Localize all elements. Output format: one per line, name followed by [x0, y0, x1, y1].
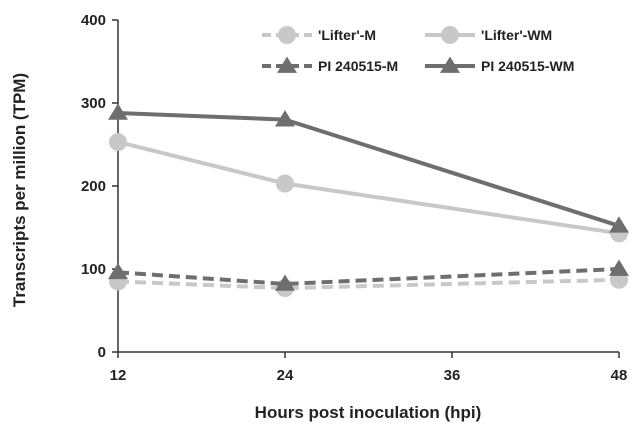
- legend-item: PI 240515-WM: [425, 56, 574, 74]
- legend-item: 'Lifter'-M: [262, 26, 376, 44]
- legend-label: PI 240515-WM: [481, 58, 574, 74]
- data-point: [108, 262, 128, 280]
- y-ticks: 0 100 200 300 400: [81, 12, 118, 361]
- data-point: [275, 110, 295, 127]
- series-layer: [108, 103, 629, 298]
- series-1: [109, 133, 628, 243]
- legend-swatch-marker: [441, 26, 459, 44]
- y-tick-label: 300: [81, 95, 106, 112]
- series-3: [108, 103, 629, 233]
- legend-label: 'Lifter'-WM: [481, 27, 552, 43]
- y-tick-label: 100: [81, 261, 106, 278]
- data-point: [109, 133, 127, 152]
- series-line: [117, 277, 620, 291]
- x-tick-label: 24: [277, 367, 294, 384]
- legend-swatch-marker: [440, 56, 460, 73]
- x-tick-label: 12: [110, 367, 127, 384]
- data-point: [275, 274, 295, 291]
- x-ticks: 12 24 36 48: [110, 352, 628, 384]
- x-tick-label: 36: [444, 367, 461, 384]
- data-point: [609, 216, 629, 233]
- y-tick-label: 0: [98, 344, 106, 361]
- legend: 'Lifter'-M 'Lifter'-WM PI 240515-M PI 24051…: [262, 26, 574, 74]
- series-line: [117, 267, 620, 286]
- x-axis-title: Hours post inoculation (hpi): [255, 403, 482, 422]
- x-tick-label: 48: [611, 367, 628, 384]
- legend-swatch-marker: [277, 56, 297, 73]
- data-point: [108, 103, 128, 120]
- y-tick-label: 400: [81, 12, 106, 29]
- data-point: [276, 174, 294, 193]
- data-point: [609, 259, 629, 276]
- y-axis-title: Transcripts per million (TPM): [10, 73, 29, 307]
- series-line: [117, 140, 620, 236]
- legend-label: PI 240515-M: [318, 58, 398, 74]
- legend-label: 'Lifter'-M: [318, 27, 376, 43]
- legend-swatch-marker: [278, 26, 296, 44]
- series-2: [108, 259, 629, 291]
- legend-item: PI 240515-M: [262, 56, 398, 74]
- legend-item: 'Lifter'-WM: [425, 26, 552, 44]
- series-0: [109, 270, 628, 298]
- y-tick-label: 200: [81, 178, 106, 195]
- series-line: [117, 110, 620, 228]
